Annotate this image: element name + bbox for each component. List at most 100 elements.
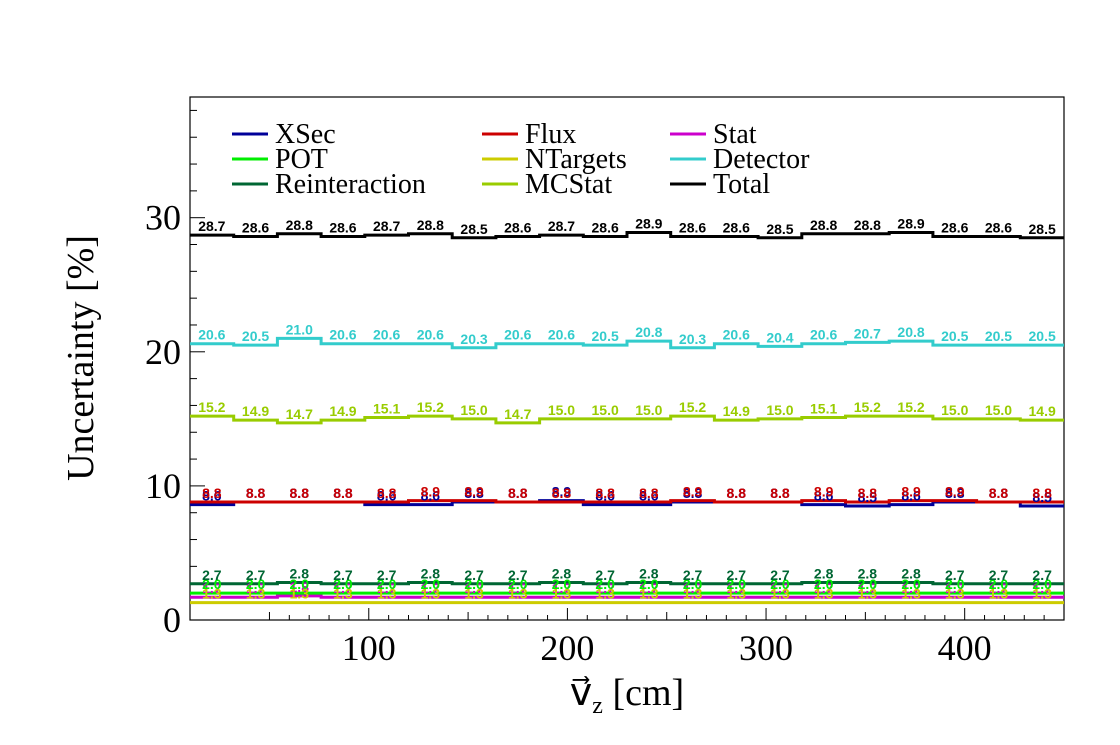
x-tick-label: 200 [540,628,594,668]
legend-label: Stat [713,119,757,150]
data-label: 1.3 [377,586,397,602]
data-label: 28.6 [329,219,356,235]
legend-label: NTargets [525,144,627,175]
data-label: 20.6 [810,327,837,343]
data-label: 8.8 [508,485,528,501]
y-tick-label: 10 [145,466,181,506]
data-label: 8.8 [727,485,747,501]
data-label: 8.8 [1032,485,1052,501]
data-label: 28.7 [198,218,225,234]
data-label: 1.3 [246,586,266,602]
legend-label: Flux [525,119,576,150]
y-tick-label: 30 [145,198,181,238]
data-label: 2.0 [421,576,441,592]
data-label: 2.8 [639,565,659,581]
y-tick-label: 0 [163,600,181,640]
data-label: 15.0 [766,402,793,418]
x-axis-title-symbol: v⃗ [570,672,593,714]
data-label: 8.8 [508,485,528,501]
data-label: 15.2 [198,399,225,415]
data-label: 2.7 [770,567,790,583]
data-label: 15.2 [854,399,881,415]
data-label: 15.0 [985,402,1012,418]
data-label: 1.3 [552,586,572,602]
data-label: 1.3 [202,586,222,602]
data-label: 15.1 [810,401,837,417]
data-label: 2.7 [989,567,1009,583]
data-label: 28.7 [373,218,400,234]
data-label: 8.9 [683,484,703,500]
y-tick-label: 20 [145,332,181,372]
data-label: 15.0 [592,402,619,418]
data-label: 20.5 [592,328,619,344]
x-tick-label: 100 [342,628,396,668]
data-label: 1.7 [202,580,222,596]
data-label: 2.0 [595,576,615,592]
data-label: 1.3 [727,586,747,602]
data-label: 8.8 [202,485,222,501]
data-label: 2.7 [1032,567,1052,583]
data-label: 2.7 [377,567,397,583]
x-axis-title: v⃗z [cm] [570,672,684,719]
data-label: 2.0 [290,576,310,592]
data-label: 8.9 [421,484,441,500]
data-label: 2.0 [246,576,266,592]
data-label: 2.7 [464,567,484,583]
legend-label: XSec [275,119,336,150]
data-label: 8.8 [246,485,266,501]
data-label: 1.3 [1032,586,1052,602]
legend-label: Reinteraction [275,169,426,200]
data-label: 14.7 [504,406,531,422]
data-label: 8.8 [377,485,397,501]
series-line-stat [190,594,1064,599]
data-label: 28.8 [286,217,313,233]
data-label: 14.9 [329,403,356,419]
series-line-flux [190,499,1064,504]
series-line-total [190,230,1064,240]
data-label: 28.6 [723,219,750,235]
x-axis-title-text: v⃗z [cm] [570,672,684,719]
data-label: 28.6 [941,219,968,235]
data-label: 2.0 [1032,576,1052,592]
data-label: 2.0 [901,576,921,592]
data-label: 2.0 [377,576,397,592]
data-label: 28.5 [766,221,793,237]
data-label: 1.7 [421,580,441,596]
data-label: 1.7 [246,580,266,596]
data-label: 8.8 [989,485,1009,501]
data-label: 2.8 [290,565,310,581]
data-label: 1.7 [508,580,528,596]
data-label: 2.0 [989,576,1009,592]
data-label: 1.7 [464,580,484,596]
data-label: 8.8 [639,485,659,501]
data-label: 8.6 [814,488,834,504]
data-label: 8.8 [290,485,310,501]
legend-label: MCStat [525,169,612,200]
data-label: 8.9 [552,484,572,500]
data-label: 1.7 [639,580,659,596]
data-label: 15.2 [417,399,444,415]
data-label: 1.7 [552,580,572,596]
data-label: 20.8 [635,324,662,340]
data-label: 20.6 [723,327,750,343]
legend-label: Total [713,169,770,200]
data-label: 8.5 [858,489,878,505]
data-label: 20.5 [941,328,968,344]
data-label: 1.7 [989,580,1009,596]
data-label: 20.6 [417,327,444,343]
data-label: 1.7 [333,580,353,596]
data-label: 2.0 [858,576,878,592]
data-label: 8.6 [202,488,222,504]
data-label: 8.9 [464,484,484,500]
data-label: 1.3 [639,586,659,602]
data-label: 20.7 [854,325,881,341]
data-label: 15.0 [460,402,487,418]
legend: XSec Flux Stat POT NTargets Detector Reinterac… [232,119,810,200]
data-label: 1.3 [901,586,921,602]
data-label: 2.7 [246,567,266,583]
data-label: 20.3 [679,331,706,347]
data-label: 2.0 [945,576,965,592]
data-label: 1.3 [770,586,790,602]
data-label: 8.8 [290,485,310,501]
